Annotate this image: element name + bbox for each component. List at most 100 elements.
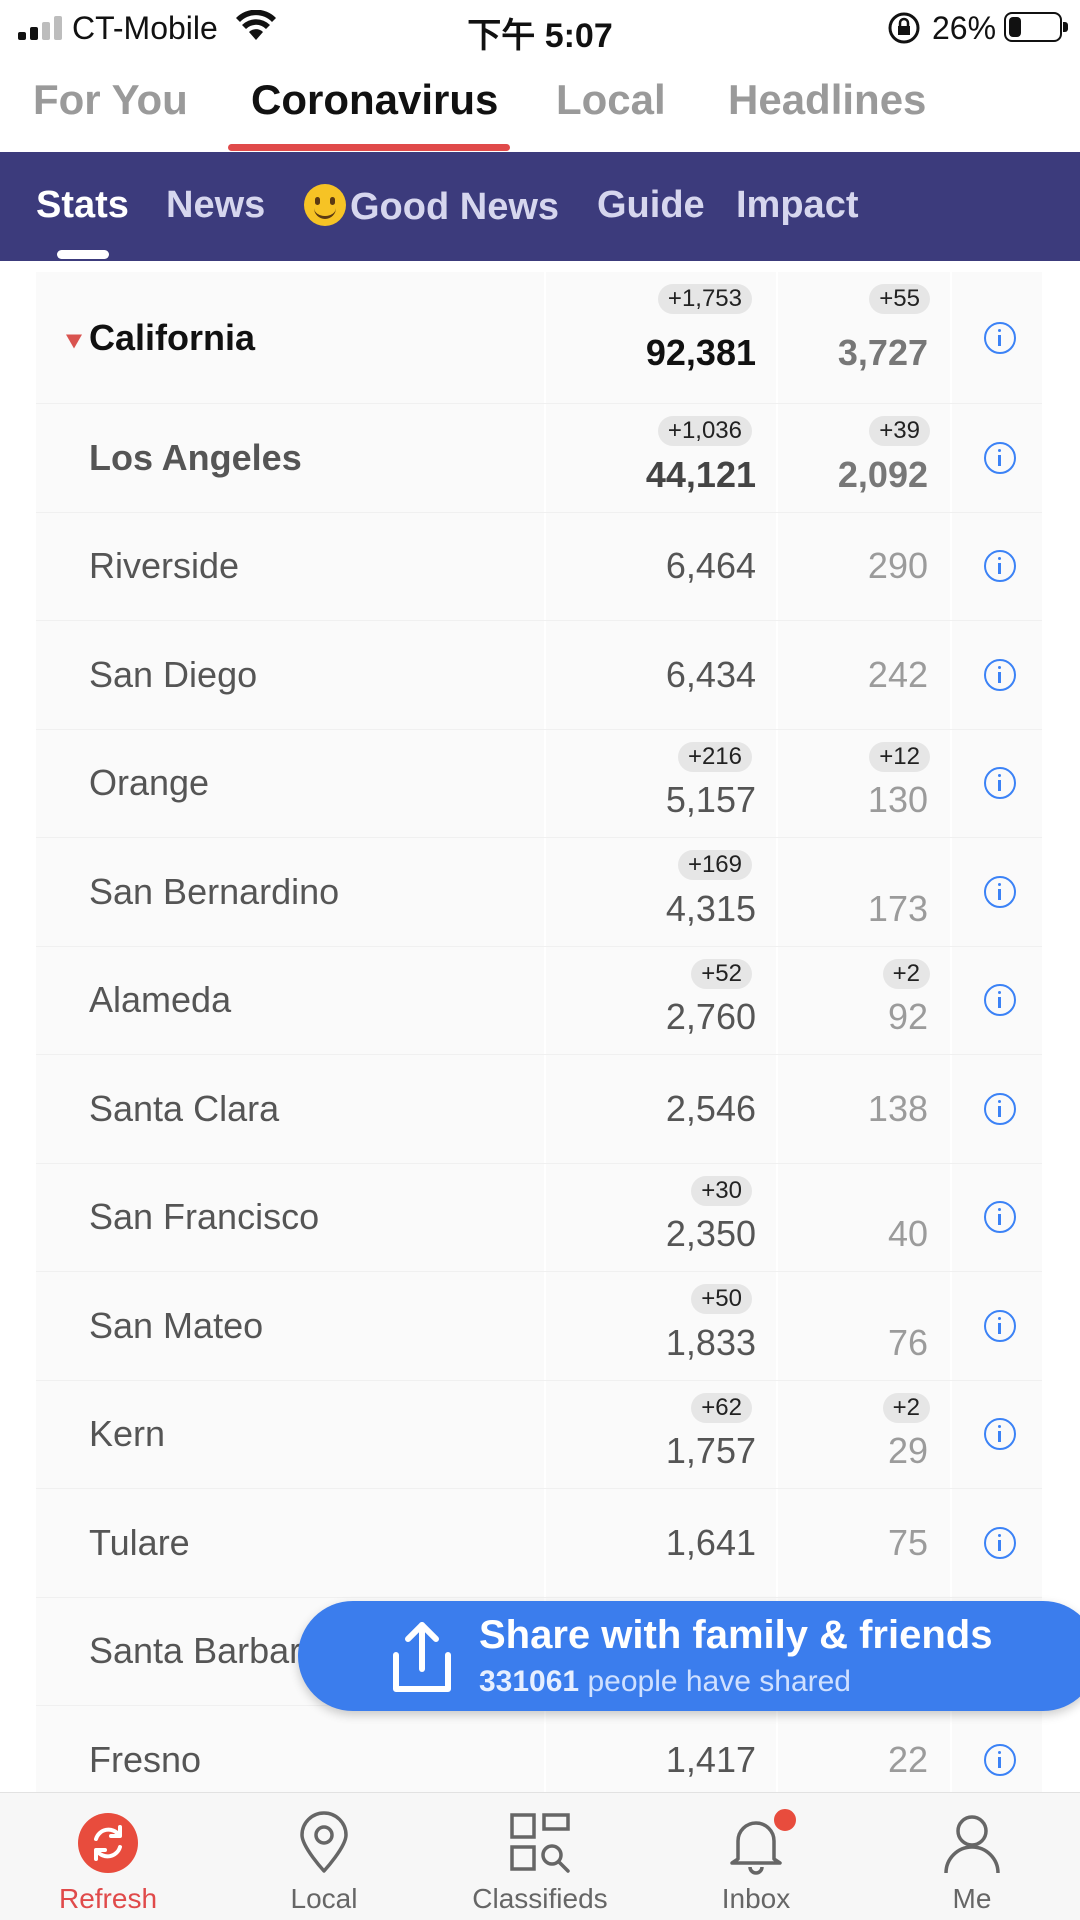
nav-classifieds[interactable]: Classifieds — [432, 1793, 648, 1920]
info-icon[interactable] — [984, 658, 1016, 691]
subtab-impact[interactable]: Impact — [736, 184, 859, 226]
region-name: Kern — [89, 1413, 166, 1455]
info-icon[interactable] — [984, 550, 1016, 583]
region-name: Fresno — [89, 1738, 202, 1780]
cases-count: 92,381 — [645, 332, 756, 374]
deaths-delta-badge: +55 — [869, 284, 930, 314]
region-name: Orange — [89, 762, 210, 804]
cases-count: 2,350 — [665, 1213, 756, 1255]
info-icon[interactable] — [984, 321, 1016, 354]
subtab-good-news-label: Good News — [350, 186, 560, 228]
share-banner[interactable]: Share with family & friends 331061 peopl… — [298, 1601, 1080, 1711]
deaths-count: 76 — [887, 1321, 928, 1363]
info-icon[interactable] — [984, 1418, 1016, 1451]
info-icon[interactable] — [984, 1526, 1016, 1559]
person-icon — [944, 1815, 1000, 1874]
info-icon[interactable] — [984, 441, 1016, 474]
cases-count: 2,760 — [665, 996, 756, 1038]
table-row[interactable]: San Diego 6,434 242 — [36, 621, 1042, 730]
deaths-delta-badge: +39 — [869, 416, 930, 446]
cases-delta-badge: +30 — [691, 1175, 752, 1206]
region-name: California — [89, 316, 256, 358]
bell-icon — [730, 1821, 782, 1875]
table-row-state[interactable]: California +1,753 92,381 +55 3,727 — [36, 272, 1042, 404]
nav-me[interactable]: Me — [864, 1793, 1080, 1920]
cases-delta-badge: +50 — [691, 1284, 752, 1314]
cases-count: 6,434 — [665, 653, 756, 695]
deaths-count: 138 — [867, 1087, 928, 1129]
info-icon[interactable] — [984, 1201, 1016, 1234]
carrier-name: CT-Mobile — [72, 10, 218, 46]
region-name: Santa Clara — [89, 1087, 280, 1129]
cases-count: 1,641 — [665, 1521, 756, 1563]
tab-coronavirus[interactable]: Coronavirus — [251, 76, 499, 123]
tab-local[interactable]: Local — [556, 76, 666, 123]
notification-badge — [772, 1807, 798, 1833]
cases-delta-badge: +52 — [691, 958, 752, 989]
nav-refresh[interactable]: Refresh — [0, 1793, 216, 1920]
active-tab-indicator — [228, 144, 510, 151]
cases-count: 1,417 — [665, 1738, 756, 1780]
deaths-count: 173 — [867, 887, 928, 929]
cellular-signal-icon — [18, 16, 64, 40]
cases-count: 1,757 — [665, 1430, 756, 1472]
active-subtab-indicator — [57, 250, 109, 259]
clock: 下午 5:07 — [467, 17, 613, 55]
table-row[interactable]: San Francisco +30 2,350 40 — [36, 1163, 1042, 1272]
table-row[interactable]: Los Angeles +1,036 44,121 +39 2,092 — [36, 404, 1042, 513]
nav-label: Classifieds — [472, 1883, 608, 1914]
cases-count: 6,464 — [665, 545, 756, 587]
table-row[interactable]: Orange +216 5,157 +12 130 — [36, 729, 1042, 838]
table-row[interactable]: Santa Clara 2,546 138 — [36, 1055, 1042, 1164]
region-name: Los Angeles — [89, 436, 302, 478]
smiley-emoji-icon — [304, 184, 346, 226]
collapse-caret-icon[interactable] — [66, 334, 82, 348]
table-row[interactable]: Riverside 6,464 290 — [36, 512, 1042, 621]
nav-local[interactable]: Local — [216, 1793, 432, 1920]
location-pin-icon — [300, 1811, 348, 1873]
battery-icon — [1004, 12, 1068, 42]
deaths-count: 75 — [887, 1521, 928, 1563]
info-icon[interactable] — [984, 1092, 1016, 1125]
battery-percent: 26% — [932, 10, 997, 46]
bottom-nav: Refresh Local Classifieds Inbox Me — [0, 1792, 1080, 1920]
orientation-lock-icon — [888, 12, 920, 44]
cases-count: 2,546 — [665, 1087, 756, 1129]
info-icon[interactable] — [984, 1309, 1016, 1342]
cases-delta-badge: +169 — [677, 850, 752, 880]
info-icon[interactable] — [984, 875, 1016, 908]
deaths-count: 2,092 — [837, 453, 928, 495]
tab-headlines[interactable]: Headlines — [728, 76, 927, 123]
table-row[interactable]: Tulare 1,641 75 — [36, 1489, 1042, 1598]
wifi-icon — [236, 10, 276, 40]
table-row[interactable]: Kern +62 1,757 +2 29 — [36, 1380, 1042, 1489]
deaths-count: 242 — [867, 653, 928, 695]
region-name: Tulare — [89, 1521, 190, 1563]
share-upload-icon — [393, 1622, 451, 1692]
nav-label: Me — [952, 1883, 992, 1914]
deaths-delta-badge: +2 — [882, 1392, 930, 1423]
share-count-suffix: people have shared — [587, 1665, 851, 1698]
subtab-good-news[interactable]: Good News — [304, 184, 559, 229]
subtab-news[interactable]: News — [166, 184, 266, 226]
nav-inbox[interactable]: Inbox — [648, 1793, 864, 1920]
table-row[interactable]: San Mateo +50 1,833 76 — [36, 1272, 1042, 1381]
info-icon[interactable] — [984, 767, 1016, 800]
region-name: San Francisco — [89, 1196, 320, 1238]
deaths-delta-badge: +12 — [869, 741, 930, 772]
table-row[interactable]: San Bernardino +169 4,315 173 — [36, 838, 1042, 947]
deaths-count: 92 — [887, 996, 928, 1038]
deaths-count: 3,727 — [837, 332, 928, 374]
cases-count: 4,315 — [665, 887, 756, 929]
table-row[interactable]: Alameda +52 2,760 +2 92 — [36, 946, 1042, 1055]
region-name: Santa Barbar — [89, 1630, 302, 1672]
info-icon[interactable] — [984, 1743, 1016, 1776]
cases-count: 5,157 — [665, 779, 756, 821]
subtab-guide[interactable]: Guide — [597, 184, 705, 226]
info-icon[interactable] — [984, 984, 1016, 1017]
tab-for-you[interactable]: For You — [33, 76, 188, 123]
cases-count: 1,833 — [665, 1321, 756, 1363]
region-name: Alameda — [89, 979, 232, 1021]
status-bar: CT-Mobile 下午 5:07 26% — [0, 0, 1080, 55]
subtab-stats[interactable]: Stats — [36, 184, 129, 226]
